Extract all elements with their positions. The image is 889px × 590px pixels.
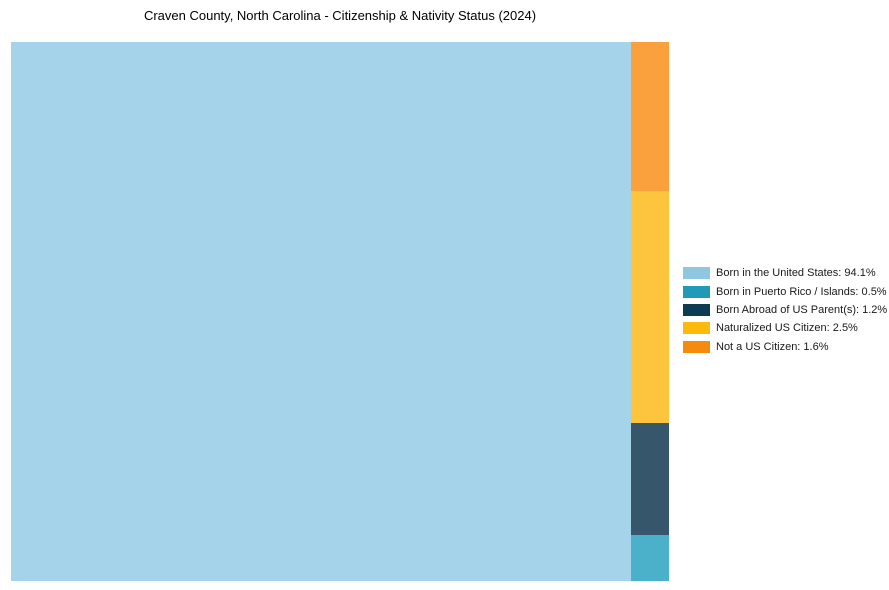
legend-item: Born Abroad of US Parent(s): 1.2% — [683, 301, 887, 319]
legend-item: Born in the United States: 94.1% — [683, 264, 887, 282]
treemap-block-born-in-the-united-states — [11, 42, 631, 581]
legend: Born in the United States: 94.1% Born in … — [683, 264, 887, 356]
legend-label: Born in Puerto Rico / Islands: 0.5% — [716, 285, 887, 298]
legend-item: Naturalized US Citizen: 2.5% — [683, 319, 887, 337]
legend-swatch-icon — [683, 322, 710, 335]
treemap-block-born-in-puerto-rico-islands — [631, 535, 669, 581]
legend-swatch-icon — [683, 303, 710, 316]
legend-swatch-icon — [683, 340, 710, 353]
legend-label: Born Abroad of US Parent(s): 1.2% — [716, 303, 888, 316]
treemap-plot-area — [11, 42, 669, 581]
treemap-block-naturalized-us-citizen — [631, 191, 669, 423]
legend-label: Not a US Citizen: 1.6% — [716, 340, 829, 353]
legend-item: Not a US Citizen: 1.6% — [683, 338, 887, 356]
legend-label: Naturalized US Citizen: 2.5% — [716, 322, 858, 335]
legend-swatch-icon — [683, 285, 710, 298]
chart-title: Craven County, North Carolina - Citizens… — [143, 8, 537, 23]
legend-swatch-icon — [683, 267, 710, 280]
treemap-block-not-a-us-citizen — [631, 42, 669, 191]
legend-item: Born in Puerto Rico / Islands: 0.5% — [683, 282, 887, 300]
treemap-block-born-abroad-of-us-parent-s- — [631, 423, 669, 535]
legend-label: Born in the United States: 94.1% — [716, 267, 876, 280]
